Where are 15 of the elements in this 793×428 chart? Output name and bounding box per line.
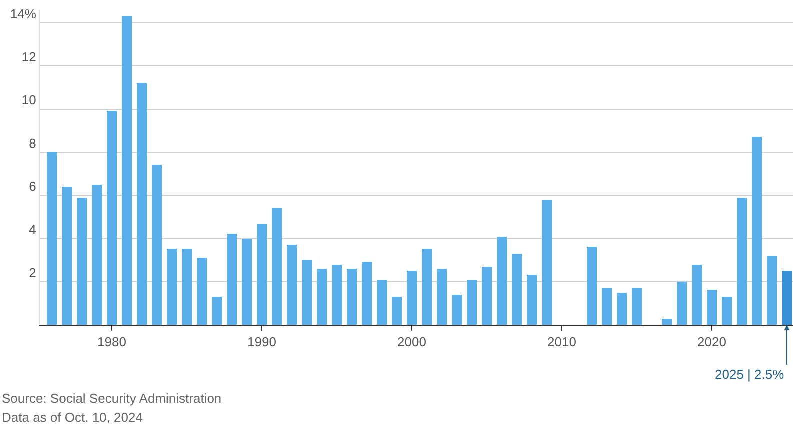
y-tick-label: 12 (22, 50, 36, 65)
x-tick-label: 2010 (548, 334, 576, 350)
y-tick-label: 10 (22, 92, 36, 108)
y-tick-label: 6 (29, 179, 36, 194)
x-tick-label: 1980 (98, 334, 126, 350)
y-tick-label: 14% (10, 6, 37, 22)
x-tick-label: 2020 (698, 334, 726, 350)
source-note: Source: Social Security Administration (2, 391, 222, 406)
y-tick-label: 4 (29, 222, 36, 238)
y-tick-label: 8 (29, 136, 36, 151)
x-tick-label: 2000 (398, 334, 426, 350)
y-tick-label: 2 (29, 265, 36, 280)
annotation: 2025 | 2.5% (715, 367, 785, 382)
text: Data as of Oct. 10, 2024 (2, 410, 143, 425)
x-tick-label: 1990 (248, 334, 276, 350)
